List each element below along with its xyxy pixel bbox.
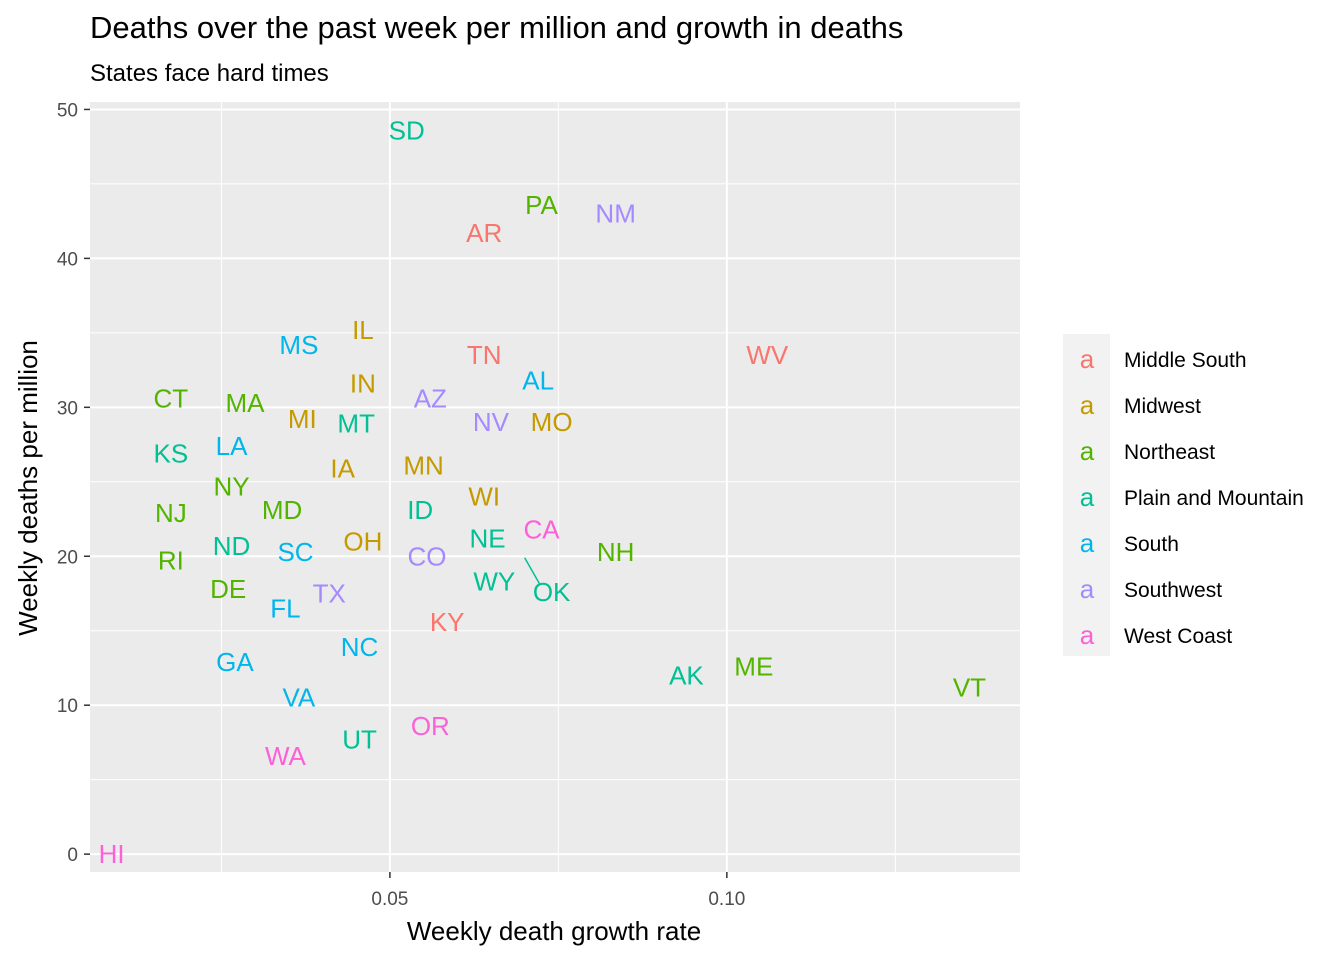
y-tick-label: 50 [57,100,78,121]
point-label-ny: NY [213,471,249,501]
y-tick-label: 0 [67,845,78,866]
chart-subtitle: States face hard times [90,60,329,87]
point-label-nj: NJ [155,498,187,528]
point-label-nm: NM [595,199,635,229]
point-label-mt: MT [337,409,375,439]
y-axis: 0 10 20 30 40 50 [57,100,90,866]
legend-label: West Coast [1124,625,1232,648]
legend-label: Middle South [1124,349,1247,372]
point-label-ar: AR [466,218,502,248]
y-axis-title: Weekly deaths per million [13,340,43,636]
point-label-me: ME [734,651,773,681]
minor-grid [90,102,1020,872]
point-label-ne: NE [470,523,506,553]
point-label-or: OR [411,711,450,741]
point-label-wa: WA [265,741,307,771]
plot-panel [90,102,1020,872]
point-label-mn: MN [403,450,443,480]
legend-label: South [1124,533,1179,556]
y-tick-label: 30 [57,398,78,419]
point-label-az: AZ [414,383,447,413]
label-segments [524,557,541,585]
point-label-tx: TX [313,578,346,608]
point-label-sd: SD [389,115,425,145]
point-label-mo: MO [531,407,573,437]
label-segment [524,557,541,585]
point-label-ok: OK [533,577,571,607]
point-label-nc: NC [341,632,379,662]
point-label-co: CO [407,541,446,571]
point-label-fl: FL [270,593,300,623]
x-tick-label: 0.05 [371,889,408,910]
point-label-sc: SC [277,537,313,567]
major-grid [90,102,1020,872]
point-label-la: LA [216,431,248,461]
point-label-de: DE [210,574,246,604]
point-label-al: AL [522,366,554,396]
point-label-vt: VT [953,672,986,702]
point-label-wi: WI [468,482,500,512]
legend-key-glyph: a [1080,482,1095,512]
point-label-oh: OH [343,526,382,556]
legend-key-glyph: a [1080,574,1095,604]
x-tick-label: 0.10 [708,889,745,910]
point-label-ks: KS [154,438,189,468]
point-label-ri: RI [158,546,184,576]
y-tick-label: 20 [57,547,78,568]
legend-key-glyph: a [1080,620,1095,650]
point-label-tn: TN [467,340,502,370]
point-label-ia: IA [330,453,355,483]
point-label-mi: MI [288,404,317,434]
point-labels: SD PA NM AR IL MS TN WV AL IN CT AZ MA MI NV MO MT LA KS MN… [99,115,987,869]
point-label-ak: AK [669,660,704,690]
point-label-ma: MA [226,388,266,418]
y-tick-label: 10 [57,696,78,717]
point-label-nv: NV [473,407,510,437]
point-label-hi: HI [99,839,125,869]
legend-key-glyph: a [1080,390,1095,420]
point-label-ut: UT [342,724,377,754]
point-label-ky: KY [430,607,465,637]
point-label-wy: WY [473,567,515,597]
point-label-ms: MS [279,330,318,360]
point-label-nd: ND [213,531,251,561]
point-label-va: VA [283,683,316,713]
x-axis: 0.05 0.10 [371,872,745,910]
legend-key-glyph: a [1080,344,1095,374]
legend-label: Southwest [1124,579,1222,602]
legend-label: Midwest [1124,395,1201,418]
point-label-in: IN [350,368,376,398]
point-label-wv: WV [746,340,789,370]
legend-label: Plain and Mountain [1124,487,1304,510]
y-tick-label: 40 [57,249,78,270]
legend-key-background [1063,334,1110,656]
legend: a Middle South a Midwest a Northeast a Plain an… [1080,344,1304,650]
chart-title: Deaths over the past week per million an… [90,10,904,45]
legend-key-glyph: a [1080,528,1095,558]
point-label-nh: NH [597,537,635,567]
point-label-ct: CT [154,383,189,413]
point-label-pa: PA [525,190,558,220]
x-axis-title: Weekly death growth rate [407,916,701,946]
point-label-md: MD [262,495,302,525]
legend-key-glyph: a [1080,436,1095,466]
point-label-id: ID [407,495,433,525]
point-label-ga: GA [216,647,254,677]
point-label-il: IL [352,315,374,345]
point-label-ca: CA [523,514,560,544]
legend-label: Northeast [1124,441,1215,464]
